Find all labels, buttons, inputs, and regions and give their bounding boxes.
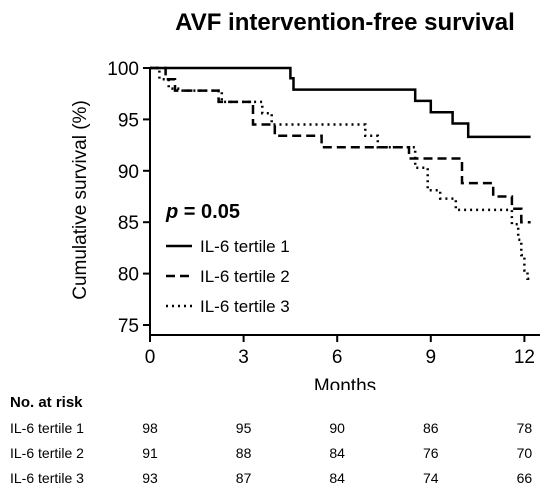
legend-label-tertile-3: IL-6 tertile 3 xyxy=(200,297,290,316)
x-tick-label: 6 xyxy=(332,347,343,368)
risk-cell: 70 xyxy=(516,445,533,461)
survival-curve-tertile-2 xyxy=(150,66,531,224)
risk-cell: 84 xyxy=(329,445,345,461)
p-value-annotation: p = 0.05 xyxy=(165,201,240,223)
risk-cell: 76 xyxy=(423,445,439,461)
survival-chart: AVF intervention-free survival Cumulativ… xyxy=(70,9,540,390)
x-tick-label: 3 xyxy=(238,347,249,368)
legend: IL-6 tertile 1 IL-6 tertile 2 IL-6 tertile… xyxy=(166,237,290,316)
legend-label-tertile-1: IL-6 tertile 1 xyxy=(200,237,290,256)
x-axis-label: Months xyxy=(314,376,376,390)
y-tick-label: 95 xyxy=(118,110,139,131)
risk-cell: 88 xyxy=(235,445,252,461)
risk-table-title: No. at risk xyxy=(10,394,83,411)
axes: 75 80 85 90 95 100 0 3 6 9 12 xyxy=(107,59,540,368)
x-tick-label: 9 xyxy=(426,347,437,368)
risk-row-label: IL-6 tertile 2 xyxy=(10,445,84,461)
risk-row-label: IL-6 tertile 3 xyxy=(10,470,84,486)
risk-cell: 95 xyxy=(235,420,252,436)
risk-cell: 98 xyxy=(142,420,158,436)
risk-cell: 84 xyxy=(329,470,345,486)
risk-cell: 91 xyxy=(142,445,158,461)
y-tick-label: 80 xyxy=(118,265,139,286)
x-tick-label: 12 xyxy=(514,347,535,368)
risk-cell: 78 xyxy=(516,420,533,436)
y-tick-label: 75 xyxy=(118,316,139,337)
series-layer xyxy=(150,66,531,280)
y-tick-label: 85 xyxy=(118,213,139,234)
p-value-text: = 0.05 xyxy=(178,201,240,223)
survival-curve-tertile-1 xyxy=(150,66,531,139)
risk-table: No. at risk IL-6 tertile 1 98 95 90 86 78 IL-6… xyxy=(0,390,550,496)
legend-label-tertile-2: IL-6 tertile 2 xyxy=(200,267,290,286)
y-axis-label: Cumulative survival (%) xyxy=(70,100,91,300)
risk-row: IL-6 tertile 2 91 88 84 76 70 xyxy=(0,445,550,467)
y-tick-label: 90 xyxy=(118,162,139,183)
survival-curve-tertile-3 xyxy=(150,66,531,280)
risk-row-label: IL-6 tertile 1 xyxy=(10,420,84,436)
x-tick-label: 0 xyxy=(145,347,156,368)
risk-cell: 74 xyxy=(423,470,439,486)
risk-cell: 66 xyxy=(516,470,533,486)
risk-cell: 93 xyxy=(142,470,158,486)
risk-cell: 86 xyxy=(423,420,439,436)
p-symbol: p xyxy=(165,201,178,223)
y-tick-label: 100 xyxy=(107,59,139,80)
chart-title: AVF intervention-free survival xyxy=(175,9,515,36)
risk-cell: 87 xyxy=(235,470,252,486)
risk-row: IL-6 tertile 1 98 95 90 86 78 xyxy=(0,420,550,442)
risk-row: IL-6 tertile 3 93 87 84 74 66 xyxy=(0,470,550,492)
risk-cell: 90 xyxy=(329,420,345,436)
